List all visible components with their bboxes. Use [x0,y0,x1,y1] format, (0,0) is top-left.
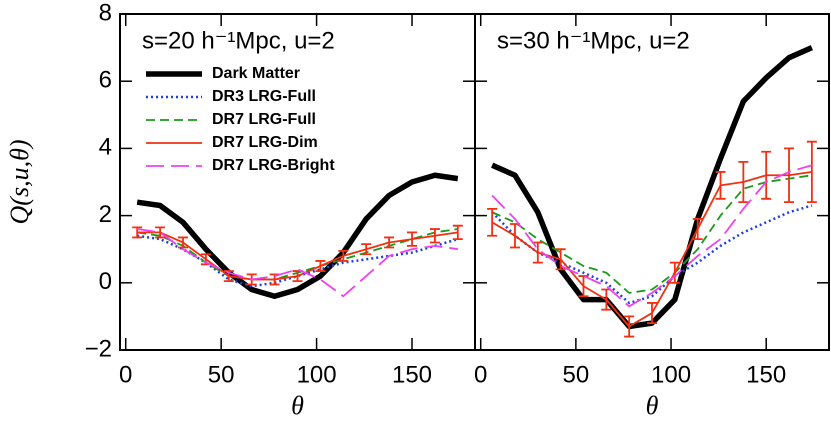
legend-label: DR7 LRG-Bright [212,157,335,174]
error-bar [315,260,326,272]
error-bar [738,160,749,204]
error-bar [384,236,395,249]
series-line [491,164,813,308]
series-line [137,228,458,298]
plot-frame [474,13,830,351]
x-tick-label: 100 [651,361,691,388]
x-axis-label: θ [646,391,659,420]
x-tick-label: 150 [392,361,432,388]
x-tick-label: 150 [746,361,786,388]
x-axis-label: θ [291,391,304,420]
error-bar [429,228,440,244]
y-axis-label: Q(s,u,θ) [5,140,34,225]
x-tick-label: 50 [208,361,235,388]
series-line [491,174,813,294]
series-line [136,172,459,299]
error-bar [555,248,566,271]
error-bar [407,231,418,247]
legend-label: Dark Matter [212,65,300,82]
legend-label: DR3 LRG-Full [212,88,316,105]
panel-title: s=20 h⁻¹Mpc, u=2 [142,27,335,54]
panel-title: s=30 h⁻¹Mpc, u=2 [497,27,690,54]
error-bar [692,218,703,241]
error-bar [669,261,680,284]
x-tick-label: 50 [563,361,590,388]
error-bar [761,150,772,200]
y-tick-label: 6 [99,67,112,94]
error-bar [578,275,589,298]
error-bar [624,315,635,338]
y-tick-label: 2 [99,201,112,228]
series-line [491,45,813,330]
error-bar [647,302,657,325]
error-bar [132,226,143,239]
x-tick-label: 100 [297,361,337,388]
x-tick-label: 0 [474,361,487,388]
y-tick-label: 0 [99,268,112,295]
y-tick-label: 4 [99,134,112,161]
y-tick-label: 8 [99,0,112,26]
error-bar [784,147,795,204]
error-bar [452,224,463,241]
error-bar [155,226,166,239]
y-tick-label: −2 [85,335,112,362]
error-bar [487,207,498,237]
error-bar [532,241,543,264]
error-bar [338,249,349,262]
error-bar [509,223,520,249]
x-tick-label: 0 [119,361,132,388]
series-line [491,204,813,305]
error-bar [806,140,817,204]
error-bar [177,236,188,249]
error-bar [715,171,726,200]
legend-label: DR7 LRG-Dim [212,134,318,151]
legend-label: DR7 LRG-Full [212,111,316,128]
error-bar [361,243,372,256]
